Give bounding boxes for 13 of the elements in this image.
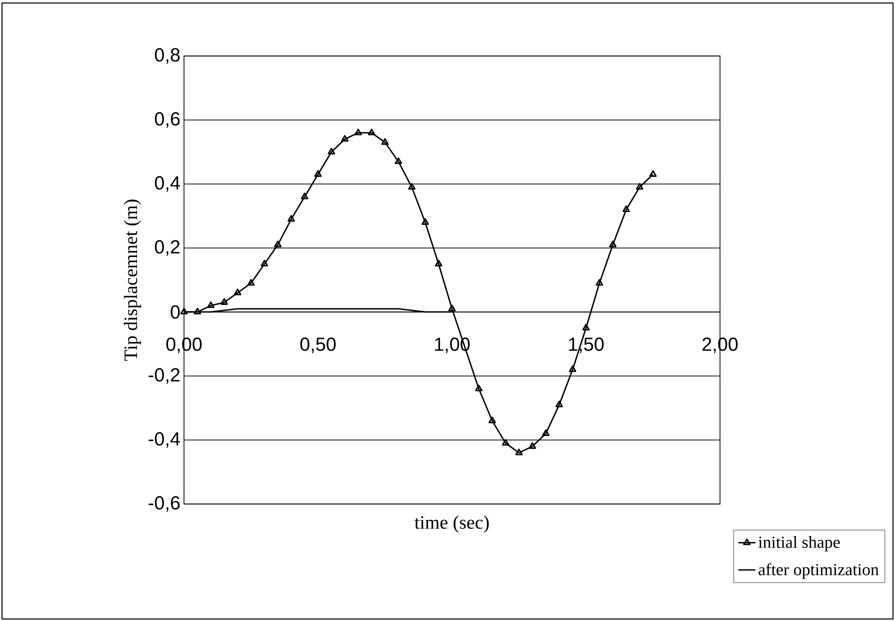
y-axis-title: Tip displacemnet (m) (124, 200, 142, 361)
y-tick-label: -0,6 (148, 496, 180, 512)
y-tick-label: 0,4 (154, 176, 180, 192)
y-tick-label: 0,6 (154, 112, 180, 128)
y-tick-label: 0,2 (154, 240, 180, 256)
x-tick-label: 0,50 (300, 338, 336, 354)
y-tick-label: 0,8 (154, 48, 180, 64)
y-tick-label: 0 (170, 305, 180, 319)
legend-label: after optimization (758, 563, 879, 579)
x-axis-title: time (sec) (414, 516, 489, 533)
legend-label: initial shape (758, 536, 840, 552)
y-tick-label: -0,2 (148, 368, 180, 384)
y-tick-label: -0,4 (148, 432, 180, 448)
